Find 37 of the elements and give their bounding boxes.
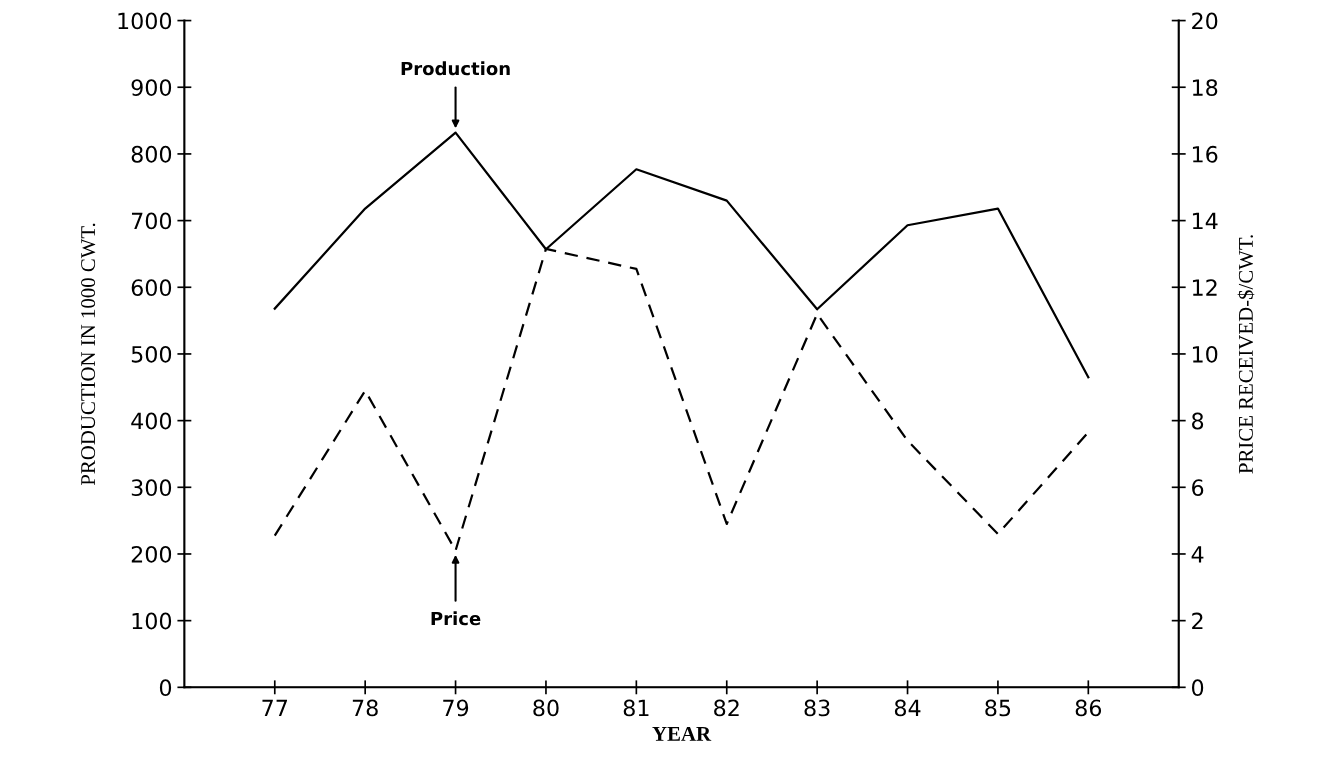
y-axis-title: PRODUCTION IN 1000 CWT. [81,223,96,486]
y-tick-label: 600 [131,279,172,297]
y-tick-label: 300 [131,479,172,497]
y2-tick-label: 12 [1192,279,1217,296]
x-tick-label: 80 [533,699,559,717]
x-tick-label: 83 [804,699,830,717]
y2-tick-label: 18 [1192,79,1218,97]
text: Production [401,61,510,76]
y2-tick-label: 0 [1191,679,1204,697]
y-tick-label: 700 [131,212,172,230]
y-tick-label: 100 [132,612,172,630]
x-tick-label: 78 [352,699,378,717]
x-tick-label: 82 [714,699,739,717]
y-tick-label: 200 [131,545,172,563]
x-tick-label: 79 [443,699,469,717]
x-tick-label: 84 [894,699,921,717]
y-tick-label: 900 [131,79,172,97]
y2-tick-label: 20 [1192,12,1218,30]
y2-tick-label: 10 [1192,345,1218,363]
x-tick-label: 77 [262,699,288,717]
y2-tick-label: 16 [1192,145,1218,163]
text: Price [431,611,481,626]
y2-axis-title: PRICE RECEIVED-$/CWT. [1237,235,1255,474]
x-axis-title: YEAR [652,726,712,741]
y2-tick-label: 4 [1191,546,1204,563]
x-tick-label: 86 [1075,699,1102,717]
y2-tick-label: 2 [1192,612,1203,630]
y-tick-label: 400 [131,412,172,430]
x-tick-label: 85 [985,699,1011,717]
y2-tick-label: 8 [1192,412,1204,430]
y-tick-label: 500 [131,345,172,363]
y2-tick-label: 14 [1192,212,1218,230]
x-tick-label: 81 [623,699,649,717]
y2-tick-label: 6 [1192,479,1204,497]
y-tick-label: 1000 [118,12,172,30]
y-tick-label: 800 [131,145,172,163]
y-tick-label: 0 [159,679,172,697]
